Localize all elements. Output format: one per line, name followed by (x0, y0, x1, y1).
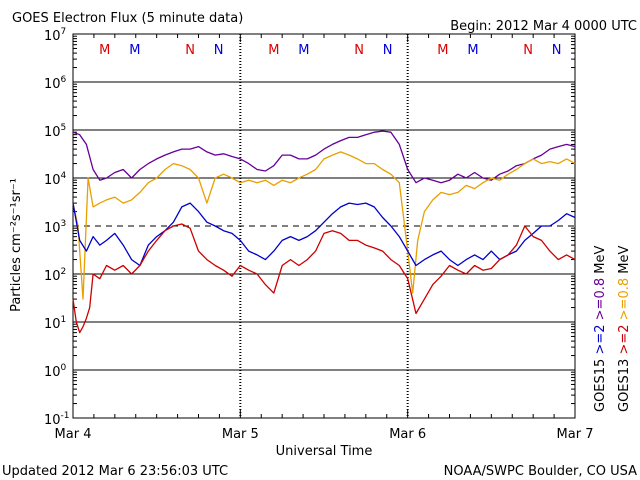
y-tick-label: 107 (44, 27, 66, 44)
x-tick-labels: Mar 4 Mar 5 Mar 6 Mar 7 (55, 427, 594, 442)
event-marker: N (185, 43, 195, 58)
x-axis-label: Universal Time (276, 444, 373, 459)
legend-item: >=0.8 (593, 274, 608, 321)
y-tick-labels: 107 106 105 104 103 102 101 100 10-1 (44, 27, 70, 428)
x-tick-label: Mar 4 (55, 427, 92, 442)
event-marker: N (354, 43, 364, 58)
event-marker: M (129, 43, 140, 58)
y-tick-label: 106 (44, 75, 67, 92)
x-tick-label: Mar 5 (222, 427, 259, 442)
event-marker: M (99, 43, 110, 58)
y-tick-label: 103 (44, 219, 66, 236)
legend-item: MeV (617, 246, 632, 274)
credit: NOAA/SWPC Boulder, CO USA (444, 464, 637, 479)
series-line (72, 223, 576, 334)
series-line (72, 202, 576, 267)
legend: GOES15 >=2 >=0.8 MeV GOES13 >=2 >=0.8 MeV (593, 246, 632, 412)
begin-time: Begin: 2012 Mar 4 0000 UTC (450, 19, 637, 34)
legend-item: >=2 (617, 320, 632, 354)
legend-item: GOES15 (593, 355, 608, 412)
event-marker: M (268, 43, 279, 58)
y-tick-label: 101 (44, 315, 66, 332)
series-lines (72, 130, 576, 334)
y-tick-label: 102 (44, 267, 66, 284)
event-marker: M (298, 43, 309, 58)
series-line (72, 130, 576, 184)
x-tick-label: Mar 7 (557, 427, 594, 442)
y-tick-label: 100 (44, 363, 67, 380)
legend-item: GOES13 (617, 355, 632, 412)
series-line (72, 151, 576, 300)
legend-item: >=0.8 (617, 274, 632, 321)
event-marker: M (437, 43, 448, 58)
event-marker: N (523, 43, 533, 58)
event-marker: N (214, 43, 224, 58)
event-marker: N (383, 43, 393, 58)
y-tick-label: 10-1 (44, 411, 70, 428)
grid-lines (73, 34, 575, 418)
tick-marks (72, 34, 576, 418)
updated-time: Updated 2012 Mar 6 23:56:03 UTC (2, 464, 228, 479)
x-tick-label: Mar 6 (389, 427, 426, 442)
event-marker: N (552, 43, 562, 58)
chart-title: GOES Electron Flux (5 minute data) (12, 11, 243, 26)
legend-item: >=2 (593, 320, 608, 354)
y-tick-label: 104 (44, 171, 67, 188)
y-tick-label: 105 (44, 123, 66, 140)
event-marker: M (467, 43, 478, 58)
y-axis-label: Particles cm⁻²s⁻¹sr⁻¹ (9, 178, 24, 312)
plot-frame (72, 33, 576, 419)
legend-item: MeV (593, 246, 608, 274)
